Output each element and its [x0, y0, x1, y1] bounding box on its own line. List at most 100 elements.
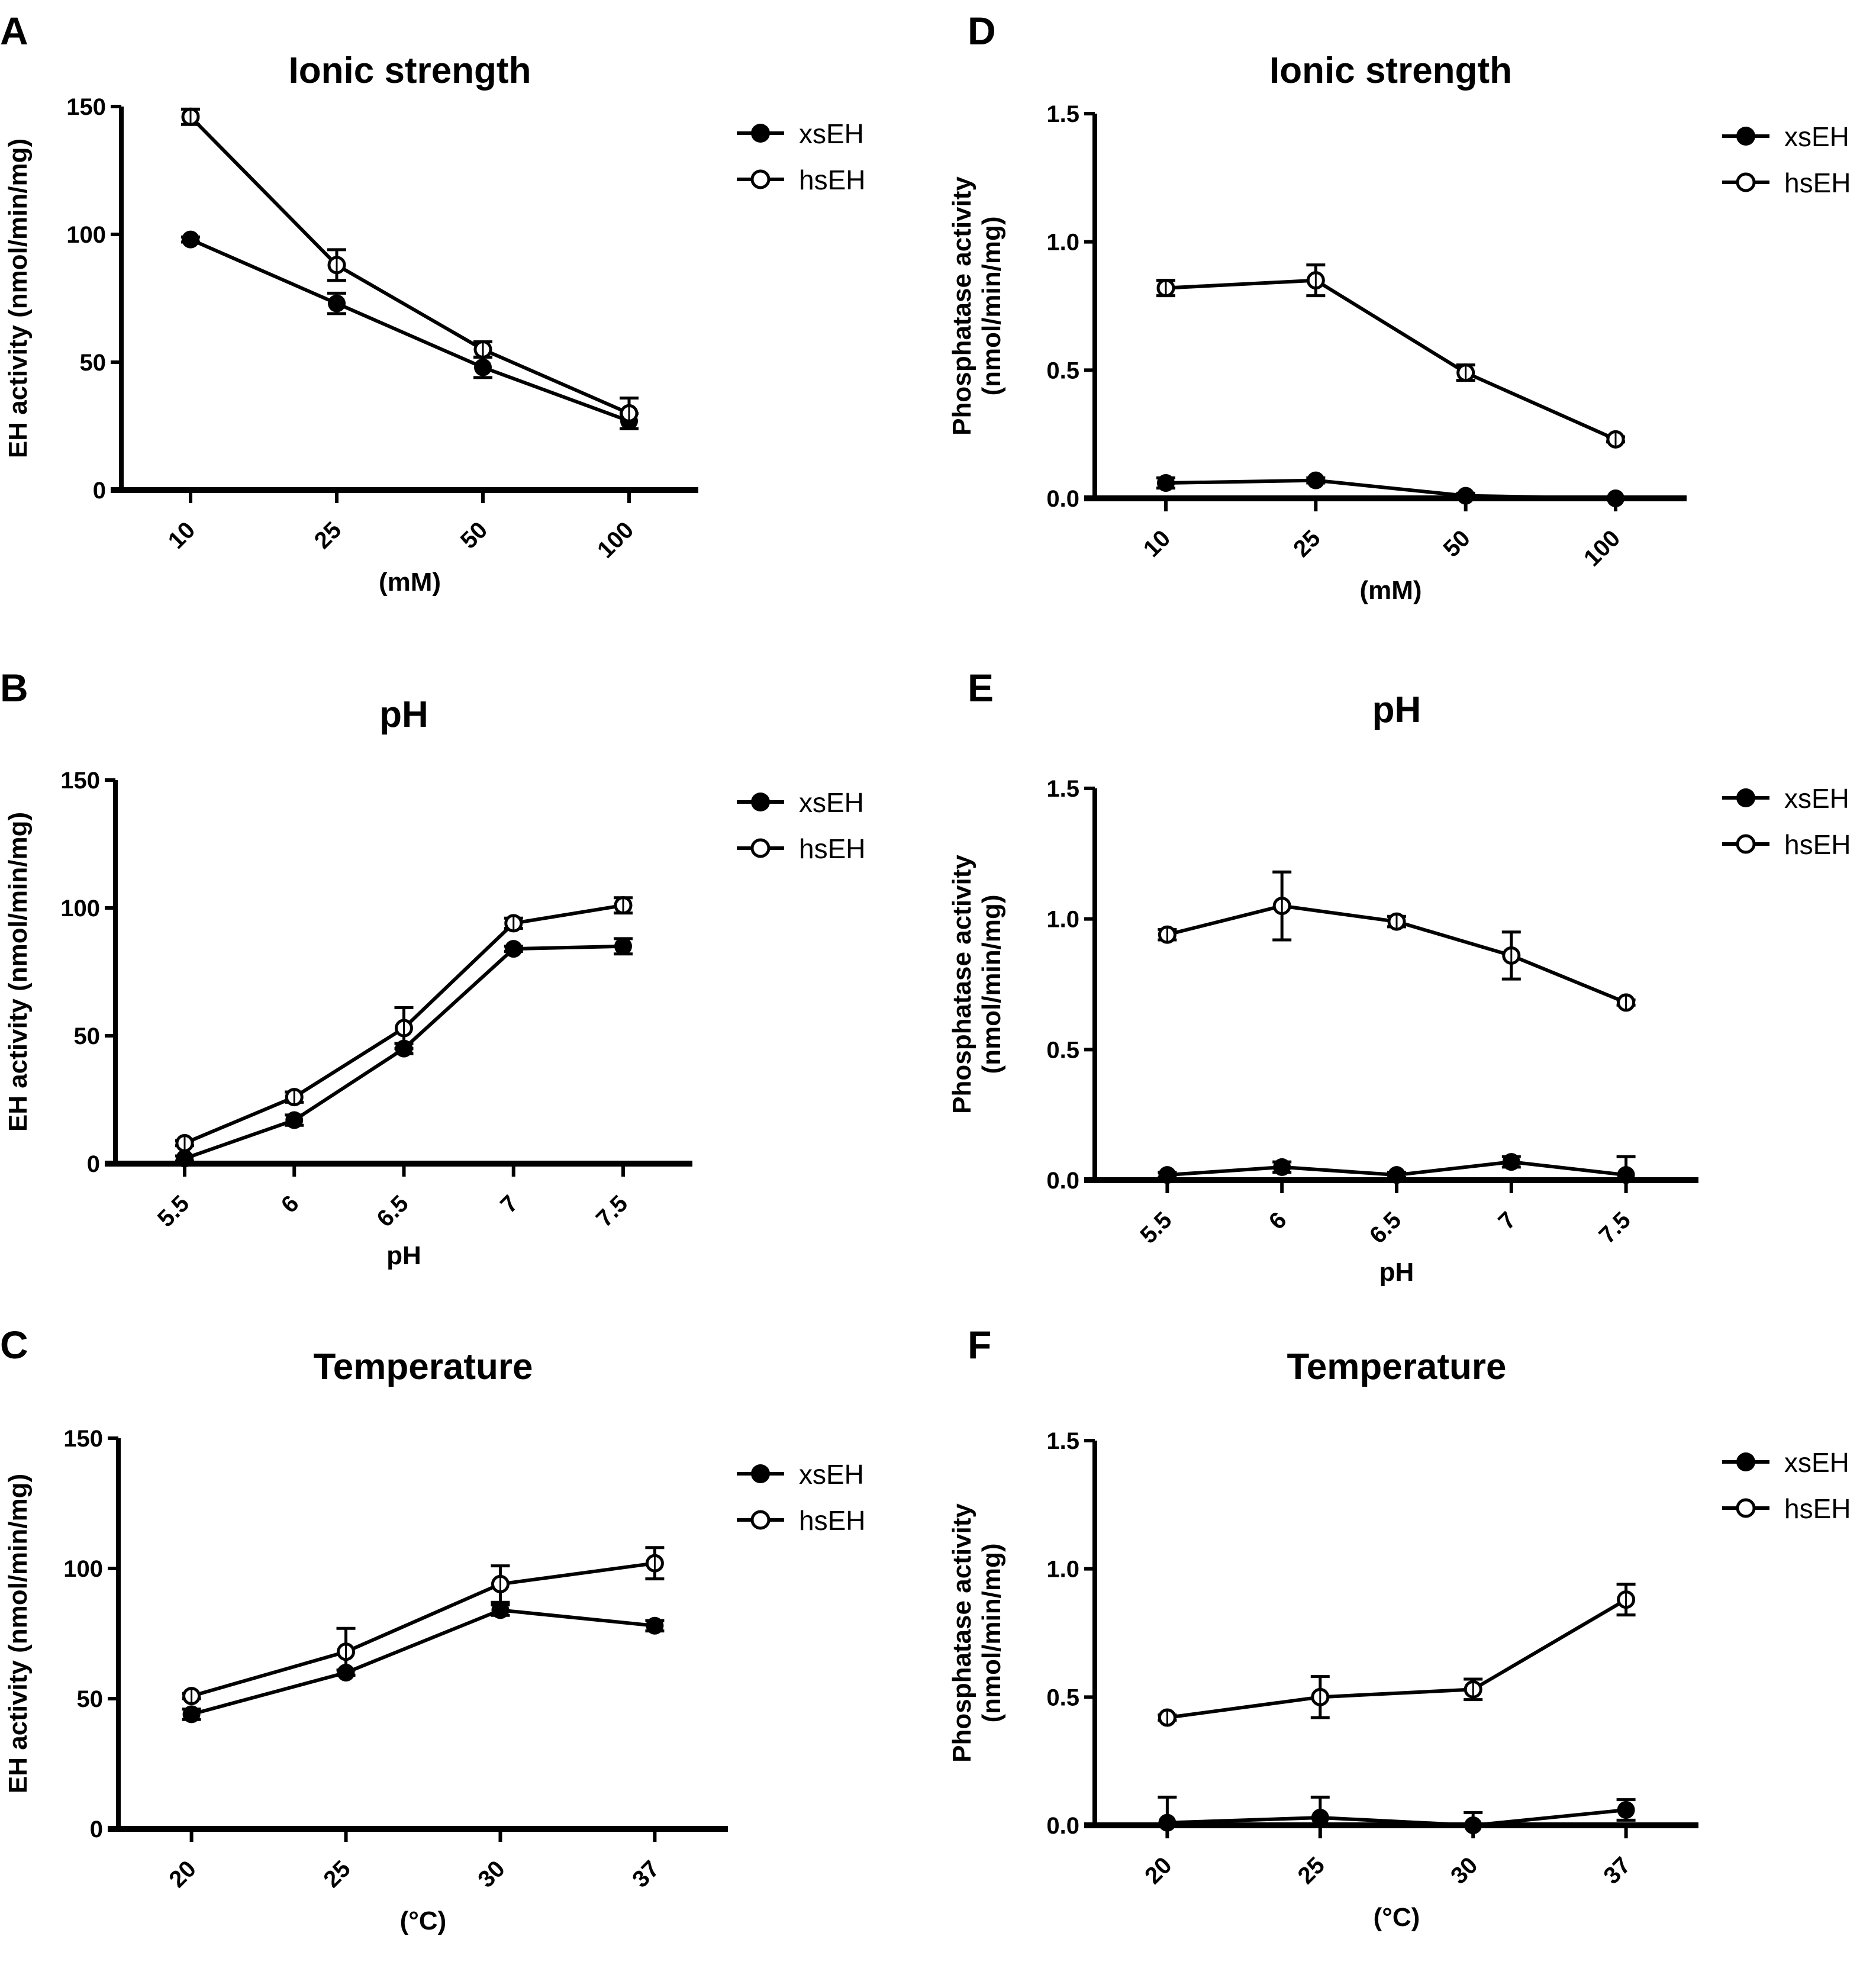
legend-label: hsEH	[1784, 829, 1851, 860]
panel-f: F Temperature 0.0 0.5 1.0 1.5 20 25 30 37 (°C) Phos…	[938, 1314, 1876, 1965]
data-point	[1157, 474, 1175, 492]
data-point	[328, 294, 346, 313]
y-axis-title: EH activity (nmol/min/mg)	[4, 138, 33, 458]
series-xsEH	[1158, 1795, 1636, 1834]
x-tick-label: 6.5	[1365, 1207, 1406, 1248]
series-line	[189, 115, 630, 415]
series-hsEH	[1158, 1583, 1636, 1727]
y-tick-label: 0.5	[1046, 357, 1079, 384]
series-xsEH	[1158, 1153, 1636, 1184]
legend-marker-filled-icon	[751, 1464, 770, 1483]
chart-svg: F Temperature 0.0 0.5 1.0 1.5 20 25 30 37 (°C) Phos…	[947, 1323, 1851, 1932]
x-tick-label: 100	[592, 517, 639, 563]
data-point	[1273, 1158, 1291, 1176]
series-hsEH	[1156, 263, 1625, 449]
series-hsEH	[1158, 870, 1636, 1012]
chart-svg: EpH 0.0 0.5 1.0 1.5 5.5 6 6.5 7 7.5 pH Phosphatase …	[947, 666, 1851, 1287]
panel-letter: E	[968, 666, 994, 710]
data-point	[646, 1616, 664, 1635]
legend-marker-filled-icon	[751, 124, 770, 143]
y-axis-title: EH activity (nmol/min/mg)	[4, 812, 33, 1132]
legend-marker-open-icon	[750, 169, 771, 189]
data-point	[1307, 471, 1325, 489]
y-tick-label: 0.0	[1046, 1813, 1079, 1839]
data-point	[182, 230, 199, 249]
data-point	[285, 1111, 304, 1129]
panel-letter: F	[968, 1323, 991, 1367]
y-tick-label: 100	[60, 895, 100, 922]
series-line	[1167, 1808, 1626, 1828]
chart-title: pH	[1372, 690, 1421, 730]
x-tick-label: 37	[1598, 1852, 1636, 1889]
data-point	[1464, 1816, 1482, 1834]
chart-svg: A Ionic strength 0 50 100 150 10 25 50 100 (mM) EH …	[0, 9, 865, 597]
y-tick-label: 1.5	[1046, 1428, 1079, 1454]
data-point	[491, 1601, 510, 1619]
data-point	[1158, 1813, 1176, 1832]
legend-marker-open-icon	[1736, 834, 1756, 854]
legend-label: hsEH	[1784, 1493, 1851, 1524]
y-tick-label: 0	[87, 1151, 100, 1177]
x-axis-title: (mM)	[379, 568, 441, 597]
legend-marker-open-icon	[1736, 172, 1756, 192]
chart-svg: D Ionic strength 0.0 0.5 1.0 1.5 10 25 50 100 (mM)…	[947, 9, 1851, 605]
legend-item-xsEH: xsEH	[737, 118, 864, 149]
legend-item-xsEH: xsEH	[737, 787, 864, 818]
y-axis-title: Phosphatase activity	[947, 855, 976, 1114]
x-tick-label: 5.5	[1135, 1207, 1176, 1248]
y-tick-label: 50	[74, 1023, 101, 1049]
data-point	[1502, 1153, 1520, 1171]
x-tick-label: 50	[1438, 525, 1475, 562]
series-xsEH	[181, 230, 639, 430]
data-point	[1388, 1166, 1406, 1184]
x-axis-title: (°C)	[1374, 1903, 1420, 1932]
legend-item-xsEH: xsEH	[1722, 1447, 1849, 1478]
x-tick-label: 6	[276, 1190, 304, 1218]
x-tick-label: 6.5	[372, 1190, 413, 1232]
chart-svg: BpH 0 50 100 150 5.5 6 6.5 7 7.5 pH EH activity (nm…	[0, 666, 865, 1270]
legend-label: xsEH	[1784, 121, 1849, 152]
y-tick-label: 1.5	[1046, 101, 1079, 127]
chart-title: Temperature	[314, 1346, 533, 1387]
legend-marker-open-icon	[750, 1510, 771, 1530]
series-hsEH	[175, 896, 633, 1152]
chart-title: Ionic strength	[1269, 50, 1512, 91]
x-tick-label: 10	[163, 517, 201, 554]
data-point	[1311, 1809, 1329, 1827]
panel-a: A Ionic strength 0 50 100 150 10 25 50 100 (mM) EH …	[0, 0, 938, 651]
y-tick-label: 1.0	[1046, 230, 1079, 256]
y-tick-label: 0	[93, 478, 106, 504]
x-axis-title: (°C)	[400, 1906, 447, 1935]
data-point	[1456, 487, 1475, 505]
legend-item-xsEH: xsEH	[737, 1459, 864, 1490]
x-axis-title: (mM)	[1359, 576, 1421, 605]
chart-svg: C Temperature 0 50 100 150 20 25 30 37 (°C) EH acti…	[0, 1323, 865, 1935]
series-line	[191, 1561, 655, 1698]
panel-d: D Ionic strength 0.0 0.5 1.0 1.5 10 25 50 100 (mM)…	[938, 0, 1876, 651]
x-tick-label: 25	[1288, 525, 1326, 562]
x-tick-label: 5.5	[153, 1190, 194, 1232]
x-tick-label: 100	[1579, 525, 1625, 571]
x-tick-label: 20	[164, 1856, 201, 1893]
data-point	[182, 1705, 201, 1724]
series-hsEH	[182, 1546, 665, 1706]
data-point	[1617, 1801, 1635, 1819]
legend-label: hsEH	[799, 833, 865, 864]
legend-marker-filled-icon	[1736, 1452, 1755, 1471]
legend-item-hsEH: hsEH	[1722, 829, 1851, 860]
y-axis-title: Phosphatase activity	[947, 1503, 976, 1763]
panel-letter: B	[0, 666, 28, 710]
data-point	[1158, 1166, 1176, 1184]
x-axis-title: pH	[1379, 1258, 1414, 1287]
x-tick-label: 7	[1493, 1207, 1521, 1235]
chart-title: Ionic strength	[289, 50, 531, 91]
legend-marker-open-icon	[750, 838, 771, 858]
data-point	[614, 937, 632, 955]
legend-marker-filled-icon	[1736, 788, 1755, 807]
legend-marker-filled-icon	[1736, 127, 1755, 146]
series-line	[1165, 478, 1616, 500]
series-line	[1167, 1598, 1627, 1719]
legend-item-hsEH: hsEH	[1722, 167, 1851, 198]
y-tick-label: 50	[80, 350, 107, 376]
